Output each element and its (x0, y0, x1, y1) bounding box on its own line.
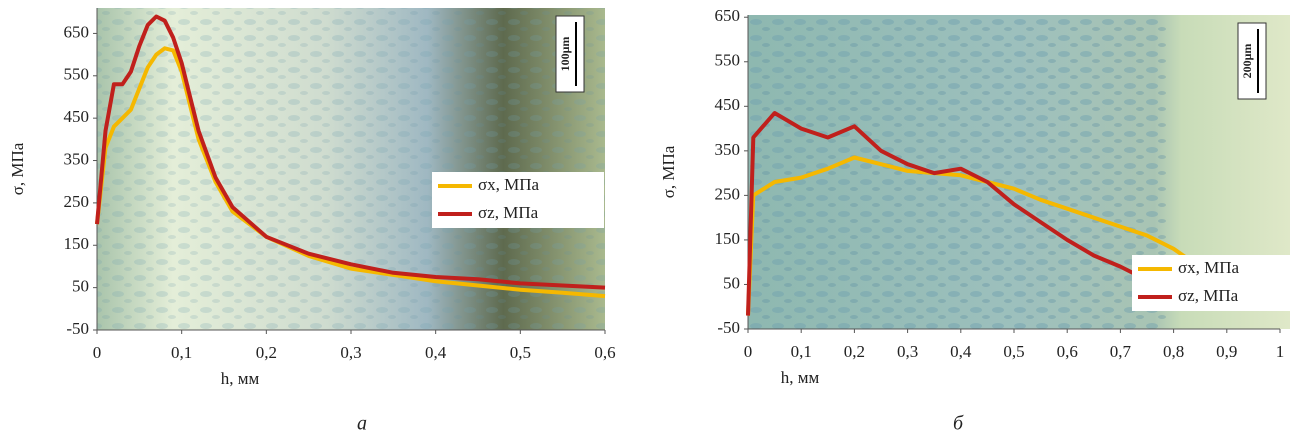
caption: а (357, 413, 367, 435)
legend-label: σx, МПа (1178, 258, 1240, 277)
legend-label: σx, МПа (478, 175, 540, 194)
y-tick-label: 650 (715, 6, 741, 25)
x-tick-label: 0,6 (1057, 342, 1078, 361)
x-axis-label: h, мм (221, 369, 260, 388)
x-tick-label: 1 (1276, 342, 1285, 361)
y-tick-label: -50 (717, 318, 740, 337)
y-tick-label: 450 (64, 107, 90, 126)
x-tick-label: 0,5 (510, 343, 531, 362)
x-tick-label: 0,7 (1110, 342, 1132, 361)
x-tick-label: 0,4 (950, 342, 972, 361)
line-series (746, 111, 1191, 316)
y-tick-label: 350 (64, 149, 90, 168)
y-axis-label: σ, МПа (659, 145, 678, 198)
x-tick-label: 0,5 (1003, 342, 1024, 361)
legend-label: σz, МПа (478, 203, 539, 222)
y-tick-label: 650 (64, 22, 90, 41)
y-tick-label: 250 (715, 184, 741, 203)
x-tick-label: 0,9 (1216, 342, 1237, 361)
y-tick-label: 50 (723, 273, 740, 292)
legend-box (432, 172, 604, 228)
x-tick-label: 0,6 (594, 343, 615, 362)
x-tick-label: 0 (93, 343, 102, 362)
line-series (95, 14, 606, 290)
y-tick-label: 150 (64, 234, 90, 253)
x-tick-label: 0 (744, 342, 753, 361)
y-tick-label: 450 (715, 95, 741, 114)
x-tick-label: 0,2 (256, 343, 277, 362)
x-tick-label: 0,2 (844, 342, 865, 361)
legend-label: σz, МПа (1178, 286, 1239, 305)
x-tick-label: 0,3 (897, 342, 918, 361)
x-tick-label: 0,1 (791, 342, 812, 361)
y-tick-label: 250 (64, 192, 90, 211)
line-series (746, 155, 1191, 316)
caption: б (953, 413, 964, 435)
micrograph-a (97, 8, 605, 330)
scale-box (1237, 22, 1267, 100)
legend-box (1132, 255, 1298, 311)
x-tick-label: 0,1 (171, 343, 192, 362)
y-tick-label: 550 (715, 51, 741, 70)
y-tick-label: 350 (715, 140, 741, 159)
y-axis-label: σ, МПа (8, 142, 27, 195)
x-tick-label: 0,4 (425, 343, 447, 362)
y-tick-label: 550 (64, 65, 90, 84)
scale-label: 200μm (1240, 44, 1254, 79)
scale-label: 100μm (558, 37, 572, 72)
y-tick-label: 150 (715, 229, 741, 248)
x-tick-label: 0,3 (340, 343, 361, 362)
x-axis-label: h, мм (781, 368, 820, 387)
y-tick-label: -50 (66, 319, 89, 338)
scale-box (555, 15, 585, 93)
x-tick-label: 0,8 (1163, 342, 1184, 361)
y-tick-label: 50 (72, 277, 89, 296)
line-series (95, 46, 606, 299)
